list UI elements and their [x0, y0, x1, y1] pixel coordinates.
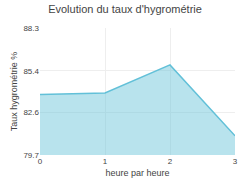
svg-text:Taux hygrométrie %: Taux hygrométrie %	[9, 52, 19, 132]
svg-text:82.6: 82.6	[23, 108, 39, 117]
svg-text:0: 0	[38, 157, 43, 166]
svg-text:Evolution du taux d'hygrométri: Evolution du taux d'hygrométrie	[48, 3, 202, 15]
svg-text:1: 1	[103, 157, 108, 166]
svg-text:2: 2	[168, 157, 173, 166]
svg-text:heure par heure: heure par heure	[105, 168, 169, 178]
svg-text:88.3: 88.3	[23, 24, 39, 33]
svg-text:79.7: 79.7	[23, 151, 39, 160]
svg-text:85.4: 85.4	[23, 67, 39, 76]
svg-text:3: 3	[233, 157, 238, 166]
